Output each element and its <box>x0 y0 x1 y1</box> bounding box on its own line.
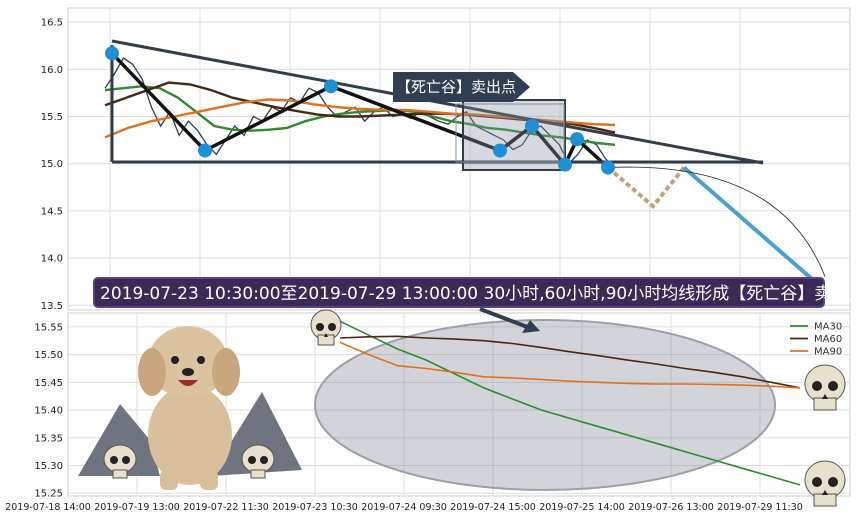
y-tick-label: 15.5 <box>41 112 63 123</box>
highlight-box-inner <box>455 103 565 163</box>
x-tick-label: 2019-07-29 11:30 <box>717 502 803 513</box>
pivot-point <box>570 132 584 147</box>
caption-text: 2019-07-23 10:30:00至2019-07-29 13:00:00 … <box>100 284 857 304</box>
y-tick-label: 15.30 <box>34 461 63 472</box>
x-tick-label: 2019-07-24 15:00 <box>450 502 536 513</box>
x-ticks: 2019-07-18 14:00 2019-07-19 13:00 2019-07-… <box>5 502 803 513</box>
y-tick-label: 13.5 <box>41 301 63 312</box>
y-tick-label: 14.0 <box>41 254 63 265</box>
top-y-ticks: 13.5 14.0 14.5 15.0 15.5 16.0 16.5 <box>41 18 63 312</box>
rock-right <box>210 392 302 476</box>
pointer-arrow <box>479 307 540 333</box>
pointer-arrow-head <box>522 320 540 333</box>
dog-body <box>148 385 232 485</box>
pivot-point <box>525 118 539 133</box>
projection-down-line <box>682 165 817 284</box>
legend-label: MA90 <box>814 347 842 358</box>
dog-head <box>148 326 228 398</box>
highlight-ellipse <box>314 319 776 491</box>
pointer-arrow-line <box>479 307 531 330</box>
y-tick-label: 15.25 <box>34 489 63 500</box>
pivot-point <box>198 143 212 158</box>
y-tick-label: 15.0 <box>41 159 63 170</box>
caption-box <box>93 277 825 308</box>
bottom-panel: 15.25 15.30 15.35 15.40 15.45 15.50 15.55 2019… <box>5 307 851 513</box>
annotation-arrow <box>393 72 530 102</box>
projection-arc <box>607 166 826 277</box>
pivot-point <box>105 46 119 61</box>
dog-ear-right <box>212 348 240 396</box>
y-tick-label: 15.40 <box>34 406 63 417</box>
x-tick-label: 2019-07-22 11:30 <box>183 502 269 513</box>
legend-label: MA60 <box>814 334 842 345</box>
skull-icon <box>103 444 137 479</box>
skull-icon <box>804 364 846 411</box>
y-tick-label: 15.45 <box>34 378 63 389</box>
skull-icon <box>241 444 275 479</box>
skull-icon <box>804 460 846 507</box>
x-tick-label: 2019-07-23 10:30 <box>272 502 358 513</box>
y-tick-label: 16.5 <box>41 18 63 29</box>
y-tick-label: 15.55 <box>34 322 63 333</box>
top-panel: 13.5 14.0 14.5 15.0 15.5 16.0 16.5 【死亡谷】卖出点 <box>41 7 851 312</box>
pivot-point <box>558 157 572 172</box>
x-tick-label: 2019-07-24 09:30 <box>361 502 447 513</box>
x-tick-label: 2019-07-18 14:00 <box>5 502 91 513</box>
bottom-y-ticks: 15.25 15.30 15.35 15.40 15.45 15.50 15.55 <box>34 322 63 499</box>
bottom-series <box>339 320 801 486</box>
annotation-label: 【死亡谷】卖出点 <box>396 78 516 96</box>
x-tick-label: 2019-07-25 14:00 <box>539 502 625 513</box>
annotation-flag: 【死亡谷】卖出点 <box>393 72 530 102</box>
y-tick-label: 15.50 <box>34 350 63 361</box>
skull-icon <box>310 309 342 346</box>
legend-label: MA30 <box>814 322 842 333</box>
series-ma30 <box>339 320 801 486</box>
pivot-point <box>601 160 615 175</box>
y-tick-label: 16.0 <box>41 65 63 76</box>
y-tick-label: 14.5 <box>41 206 63 217</box>
x-tick-label: 2019-07-26 13:00 <box>628 502 714 513</box>
y-tick-label: 15.35 <box>34 433 63 444</box>
dog-ear-left <box>138 348 166 396</box>
series-ma30 <box>104 85 616 146</box>
projection-dashed <box>606 165 686 210</box>
x-tick-label: 2019-07-19 13:00 <box>94 502 180 513</box>
series-ma60 <box>339 335 801 389</box>
pivot-point <box>493 143 507 158</box>
pivot-point <box>324 79 338 94</box>
pivot-points <box>105 46 615 175</box>
dog-illustration <box>78 326 302 490</box>
series-ma90 <box>339 341 801 389</box>
caption-banner: 2019-07-23 10:30:00至2019-07-29 13:00:00 … <box>93 277 857 308</box>
highlight-box <box>462 99 566 171</box>
rock-left <box>78 404 160 476</box>
